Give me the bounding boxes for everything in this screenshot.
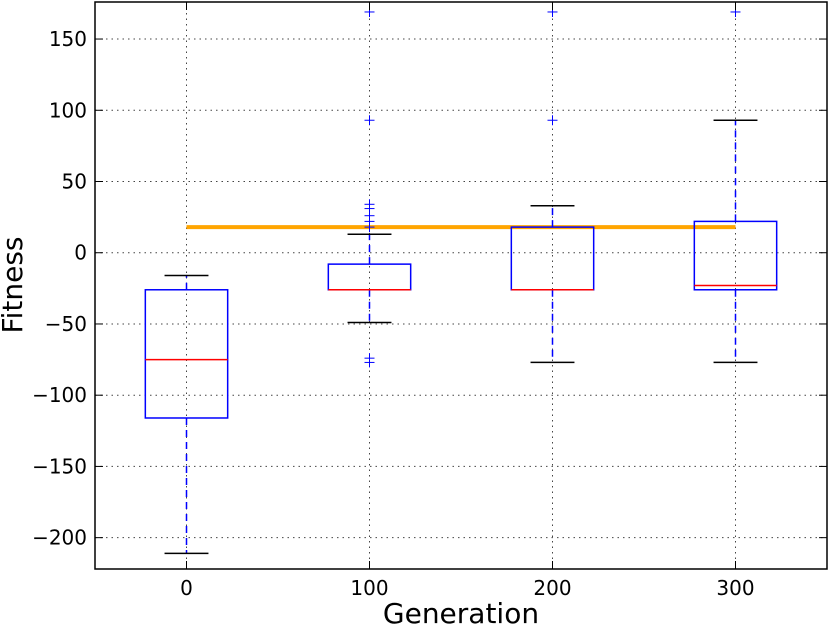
y-tick-label: −50 bbox=[45, 312, 87, 336]
x-tick-label: 200 bbox=[533, 576, 571, 600]
x-tick-label: 100 bbox=[350, 576, 388, 600]
box-group-200 bbox=[510, 6, 595, 364]
box-iqr bbox=[144, 289, 229, 419]
plot-frame bbox=[94, 1, 828, 570]
y-tick-label: −100 bbox=[32, 383, 87, 407]
box-iqr bbox=[693, 220, 778, 291]
box-iqr bbox=[510, 226, 595, 291]
box-layer bbox=[144, 6, 778, 555]
y-axis-label: Fitness bbox=[0, 237, 29, 334]
box-group-0 bbox=[144, 274, 229, 555]
outlier-point bbox=[364, 115, 375, 126]
y-tick-label: 50 bbox=[62, 170, 87, 194]
box-iqr bbox=[327, 263, 412, 291]
y-tick-label: −150 bbox=[32, 454, 87, 478]
y-tick-label: −200 bbox=[32, 526, 87, 550]
x-tick-label: 300 bbox=[716, 576, 754, 600]
outlier-point bbox=[547, 115, 558, 126]
x-axis-label: Generation bbox=[383, 597, 539, 625]
outlier-point bbox=[364, 199, 375, 210]
grid-layer bbox=[95, 2, 827, 569]
outlier-point bbox=[364, 357, 375, 368]
box-group-100 bbox=[327, 6, 412, 368]
box-group-300 bbox=[693, 6, 778, 364]
tick-layer: 150 100 50 0 −50 −100 −150 −200 0 100 200 300 bbox=[32, 2, 827, 600]
y-tick-label: 150 bbox=[49, 27, 87, 51]
x-tick-label: 0 bbox=[180, 576, 193, 600]
y-tick-label: 0 bbox=[74, 241, 87, 265]
y-tick-label: 100 bbox=[49, 98, 87, 122]
